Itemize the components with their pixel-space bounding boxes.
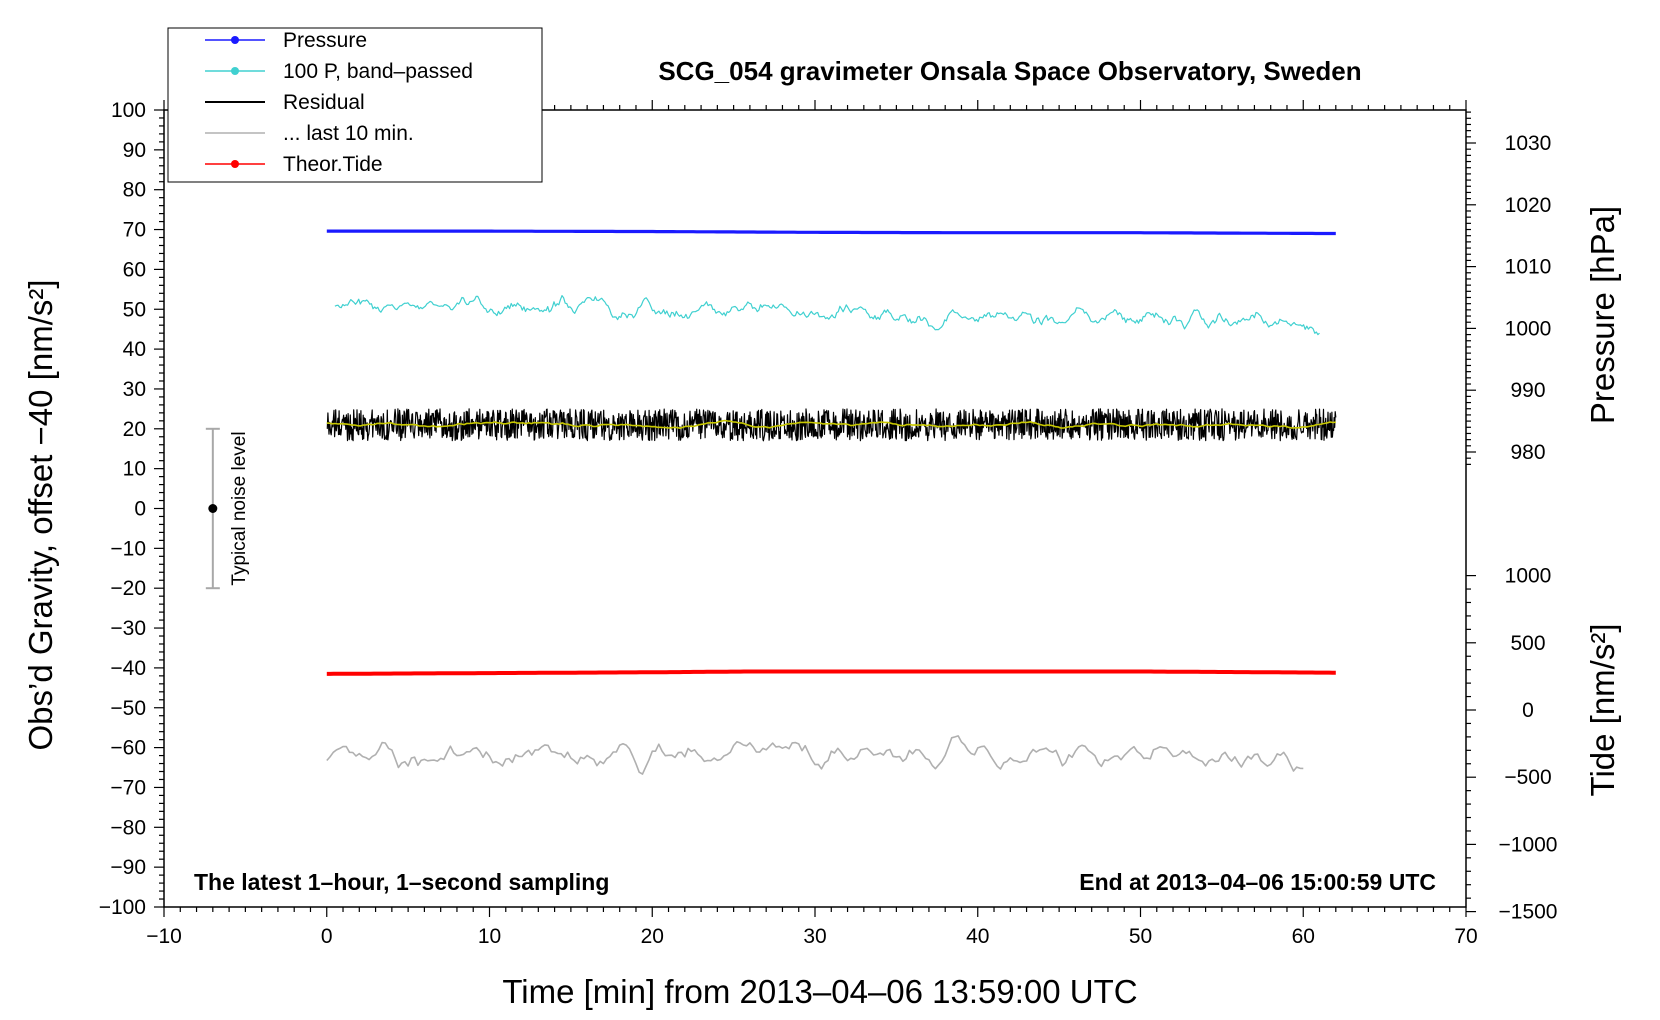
series-line-theor-tide — [326, 669, 1336, 676]
x-tick-label: 20 — [641, 925, 664, 948]
y-axis-left: 1009080706050403020100−10−20−30−40−50−60… — [99, 99, 164, 919]
legend-marker — [231, 36, 239, 44]
y-tick-label: 40 — [123, 338, 146, 361]
y-tick-label: −30 — [110, 617, 146, 640]
y-axis-left-title: Obs’d Gravity, offset −40 [nm/s²] — [22, 279, 59, 750]
legend-items: Pressure 100 P, band–passed Residual ... la… — [205, 29, 473, 176]
legend-marker — [231, 67, 239, 75]
y-tick-label: 20 — [123, 418, 146, 441]
annotation-sampling: The latest 1–hour, 1–second sampling — [194, 869, 609, 895]
y-tick-label: 70 — [123, 219, 146, 242]
tide-tick-label: −500 — [1504, 766, 1551, 789]
series-line-pressure — [326, 229, 1336, 236]
y-tick-label: −70 — [110, 776, 146, 799]
legend-label: 100 P, band–passed — [283, 60, 473, 83]
series-line-residual-smoothed — [326, 419, 1336, 429]
legend: Pressure 100 P, band–passed Residual ... la… — [167, 27, 543, 183]
noise-level-bar: Typical noise level — [205, 427, 250, 590]
pressure-tick-label: 1030 — [1505, 132, 1552, 155]
y-tick-label: −50 — [110, 697, 146, 720]
x-axis-title: Time [min] from 2013–04–06 13:59:00 UTC — [502, 973, 1137, 1010]
y-tick-label: 100 — [111, 99, 146, 122]
x-tick-label: 0 — [321, 925, 333, 948]
noise-bar-label: Typical noise level — [229, 431, 250, 585]
series-line-last-10-min — [326, 735, 1304, 775]
legend-label: Pressure — [283, 29, 367, 52]
x-tick-label: 40 — [966, 925, 989, 948]
y-tick-label: 90 — [123, 139, 146, 162]
x-axis: −10 0 10 20 30 40 50 60 70 — [146, 100, 1478, 948]
tide-tick-label: 0 — [1522, 699, 1534, 722]
series-line-bandpassed — [334, 295, 1320, 336]
series-line-residual — [326, 408, 1337, 442]
noise-bar-center-dot — [208, 504, 218, 513]
y-tick-label: −80 — [110, 816, 146, 839]
pressure-tick-label: 990 — [1510, 379, 1545, 402]
legend-marker — [231, 160, 239, 168]
tide-tick-label: −1000 — [1499, 833, 1558, 856]
tide-tick-label: 500 — [1510, 632, 1545, 655]
legend-label: ... last 10 min. — [283, 122, 414, 145]
y-tick-label: 10 — [123, 458, 146, 481]
annotation-end-time: End at 2013–04–06 15:00:59 UTC — [1079, 869, 1436, 895]
pressure-tick-label: 980 — [1510, 441, 1545, 464]
tide-axis-title: Tide [nm/s²] — [1584, 624, 1621, 797]
x-tick-label: 70 — [1454, 925, 1477, 948]
x-tick-label: 60 — [1292, 925, 1315, 948]
y-tick-label: −60 — [110, 737, 146, 760]
y-tick-label: 0 — [134, 498, 146, 521]
x-tick-label: −10 — [146, 925, 182, 948]
y-tick-label: 30 — [123, 378, 146, 401]
y-tick-label: 60 — [123, 258, 146, 281]
y-tick-label: −100 — [99, 896, 146, 919]
y-axis-right: 1030 1020 1010 1000 990 980 1000 500 0 −500 −1000 −… — [1466, 111, 1558, 924]
tide-tick-label: −1500 — [1499, 901, 1558, 924]
legend-label: Theor.Tide — [283, 153, 383, 176]
pressure-axis-title: Pressure [hPa] — [1584, 206, 1621, 424]
y-tick-label: −10 — [110, 537, 146, 560]
y-tick-label: −40 — [110, 657, 146, 680]
pressure-tick-label: 1020 — [1505, 194, 1552, 217]
pressure-tick-label: 1010 — [1505, 256, 1552, 279]
tide-tick-label: 1000 — [1505, 565, 1552, 588]
y-tick-label: 50 — [123, 298, 146, 321]
x-tick-label: 10 — [478, 925, 501, 948]
y-tick-label: 80 — [123, 179, 146, 202]
x-tick-label: 50 — [1129, 925, 1152, 948]
chart-title: SCG_054 gravimeter Onsala Space Observat… — [658, 56, 1361, 86]
y-tick-label: −20 — [110, 577, 146, 600]
y-tick-label: −90 — [110, 856, 146, 879]
legend-label: Residual — [283, 91, 365, 114]
x-tick-label: 30 — [803, 925, 826, 948]
plot-series — [326, 229, 1337, 775]
legend-box — [167, 27, 543, 183]
pressure-tick-label: 1000 — [1505, 317, 1552, 340]
